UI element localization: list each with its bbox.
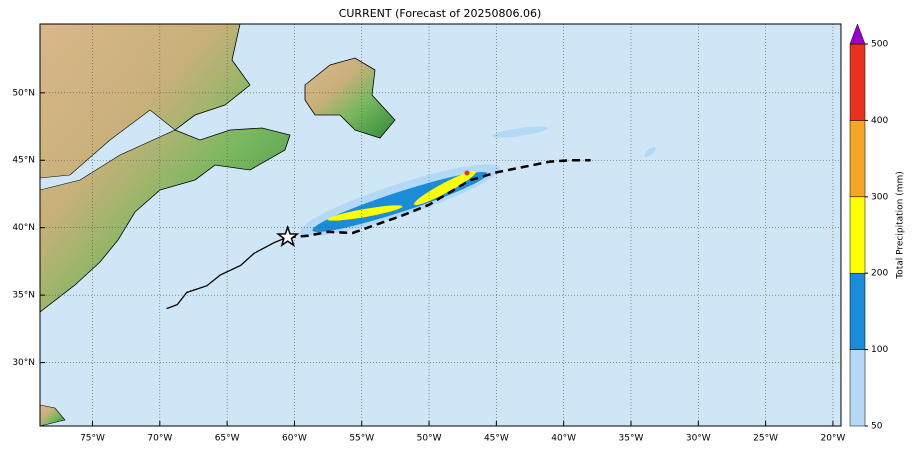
map-frame (39, 23, 842, 427)
x-tick-label: 50°W (417, 434, 442, 444)
colorbar-tick-label: 100 (871, 345, 888, 355)
colorbar-tick-label: 50 (871, 422, 883, 432)
x-tick-label: 65°W (215, 434, 240, 444)
y-tick-label: 45°N (12, 156, 35, 166)
gulf-st-lawrence (40, 109, 176, 191)
colorbar-tick-label: 300 (871, 192, 888, 202)
tracks (166, 158, 591, 310)
colorbar-extend (849, 23, 866, 45)
x-tick-label: 75°W (80, 434, 105, 444)
precipitation (300, 126, 656, 236)
x-tick-label: 40°W (551, 434, 576, 444)
y-tick-label: 35°N (12, 291, 35, 301)
map-title: CURRENT (Forecast of 20250806.06) (339, 7, 542, 20)
colorbar-band (849, 272, 866, 350)
colorbar-label: Total Precipitation (mm) (896, 171, 906, 280)
track-dashed (287, 158, 591, 239)
current-position (276, 224, 300, 248)
colorbar: 50 100 200 300 400 500 (849, 23, 888, 432)
land-newfoundland (304, 57, 396, 139)
track-solid (166, 236, 288, 310)
land-north-america (40, 24, 291, 313)
y-tick-label: 30°N (12, 358, 35, 368)
land-bahamas (40, 404, 66, 426)
colorbar-band (849, 43, 866, 121)
colorbar-tick-label: 400 (871, 116, 888, 126)
colorbar-band (849, 120, 866, 198)
colorbar-band (849, 349, 866, 427)
x-tick-label: 25°W (753, 434, 778, 444)
colorbar-tick-label: 500 (871, 40, 888, 50)
map-area (40, 24, 841, 426)
y-tick-label: 50°N (12, 88, 35, 98)
x-tick-label: 30°W (686, 434, 711, 444)
x-tick-label: 45°W (484, 434, 509, 444)
x-tick-label: 60°W (282, 434, 307, 444)
x-tick-label: 55°W (349, 434, 374, 444)
x-tick-label: 35°W (619, 434, 644, 444)
x-tick-label: 20°W (820, 434, 845, 444)
colorbar-band (849, 196, 866, 274)
grid (40, 24, 841, 426)
colorbar-tick-label: 200 (871, 269, 888, 279)
x-tick-label: 70°W (147, 434, 172, 444)
y-tick-label: 40°N (12, 223, 35, 233)
